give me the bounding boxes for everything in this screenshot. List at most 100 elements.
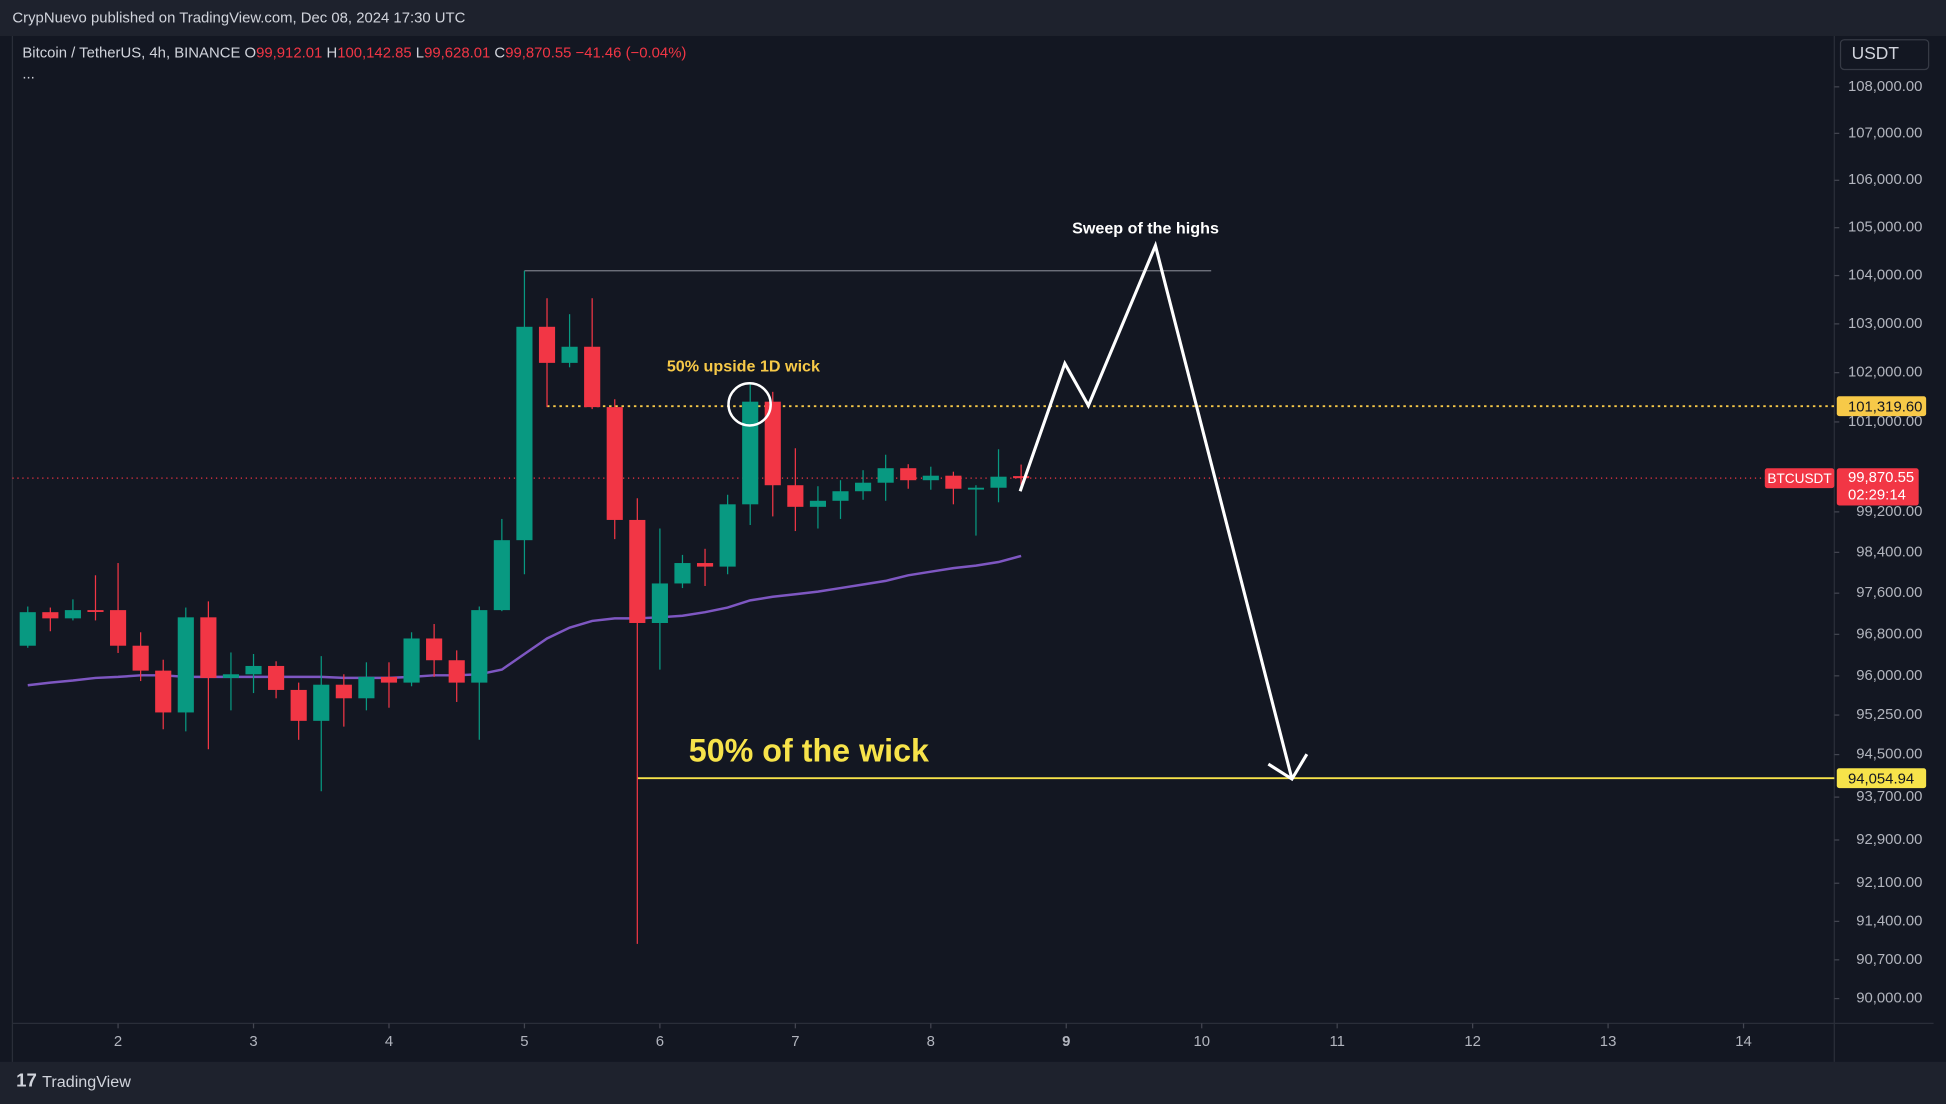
sweep-annotation: Sweep of the highs (1072, 220, 1219, 238)
candle-body (764, 401, 781, 486)
y-tick-label: 103,000.00 (1848, 316, 1922, 332)
x-tick-label: 3 (249, 1034, 257, 1050)
y-tick-label: 90,000.00 (1856, 991, 1922, 1007)
projection-path (1018, 240, 1294, 780)
candle-body (538, 326, 556, 363)
y-tick-label: 91,400.00 (1856, 913, 1922, 929)
currency-label: USDT (1852, 43, 1900, 63)
x-tick-label: 10 (1193, 1034, 1210, 1050)
price-tag (1836, 396, 1927, 417)
y-tick-label: 105,000.00 (1848, 220, 1922, 236)
candle-body (109, 610, 127, 646)
countdown: 02:29:14 (1848, 487, 1906, 503)
x-tick-label: 14 (1735, 1034, 1752, 1050)
l-key: L (416, 45, 424, 61)
close-value: 99,870.55 (505, 45, 571, 61)
candle-body (629, 519, 646, 623)
candle-body (426, 638, 443, 661)
upside-annotation: 50% upside 1D wick (667, 357, 820, 375)
x-tick-label: 13 (1600, 1034, 1617, 1050)
high-value: 100,142.85 (337, 45, 411, 61)
candle-body (900, 468, 917, 481)
price-tag-label: 94,054.94 (1848, 771, 1914, 787)
candle-body (990, 476, 1007, 488)
open-value: 99,912.01 (256, 45, 322, 61)
top-bar (0, 0, 1946, 36)
y-tick-label: 108,000.00 (1848, 79, 1922, 95)
y-tick-label: 92,900.00 (1856, 832, 1922, 848)
y-tick-label: 99,200.00 (1856, 504, 1922, 520)
y-tick-label: 104,000.00 (1848, 268, 1922, 284)
x-tick-label: 6 (656, 1034, 664, 1050)
x-tick-label: 4 (385, 1034, 393, 1050)
low-value: 99,628.01 (424, 45, 490, 61)
o-key: O (245, 45, 257, 61)
candle-body (403, 638, 420, 683)
axes: 108,000.00 107,000.00 106,000.00 105,000.00… (114, 79, 1927, 1050)
logo-mark: 17 (16, 1070, 37, 1091)
candle-body (19, 612, 36, 646)
wick-circle (727, 382, 772, 427)
candle-body (222, 674, 240, 678)
candle-body (742, 401, 759, 505)
wick-annotation: 50% of the wick (689, 732, 929, 768)
candle-body (87, 610, 104, 612)
candle-body (268, 665, 285, 690)
more-button[interactable]: ... (22, 66, 34, 82)
x-tick-label: 5 (520, 1034, 528, 1050)
candle-body (832, 491, 849, 501)
candle-body (674, 563, 691, 584)
candle-body (358, 676, 375, 699)
candle-body (471, 610, 488, 683)
y-tick-label: 96,000.00 (1856, 668, 1922, 684)
candle-body (42, 612, 59, 619)
publisher: CrypNuevo published on TradingView.com, … (12, 11, 465, 27)
symbol: Bitcoin / TetherUS, 4h, BINANCE (22, 45, 240, 61)
candle-body (561, 346, 578, 363)
plot (12, 270, 1835, 944)
y-tick-label: 107,000.00 (1848, 125, 1922, 141)
y-tick-label: 95,250.00 (1856, 707, 1922, 723)
last-price-tag (1836, 468, 1919, 506)
brand: TradingView (42, 1073, 131, 1091)
y-tick-label: 96,800.00 (1856, 626, 1922, 642)
x-tick-label: 2 (114, 1034, 122, 1050)
h-key: H (326, 45, 337, 61)
candle-body (584, 346, 601, 408)
bottom-bar (0, 1061, 1946, 1104)
candle-body (448, 660, 465, 683)
candle-body (177, 617, 194, 713)
y-tick-label: 97,600.00 (1856, 585, 1922, 601)
symbol-tag-label: BTCUSDT (1767, 471, 1832, 486)
y-tick-label: 101,000.00 (1848, 414, 1922, 430)
currency-button[interactable] (1839, 39, 1930, 71)
candle-body (967, 487, 985, 490)
symbol-tag (1764, 468, 1835, 489)
candle-body (493, 540, 510, 611)
x-tick-label: 8 (927, 1034, 935, 1050)
x-tick-label: 12 (1464, 1034, 1481, 1050)
candle-body (516, 326, 533, 541)
x-tick-label: 9 (1062, 1034, 1070, 1050)
change: −41.46 (−0.04%) (576, 45, 687, 61)
x-tick-label: 11 (1329, 1034, 1344, 1050)
candle-body (245, 665, 262, 675)
candle-body (809, 500, 826, 507)
candle-body (945, 475, 962, 489)
y-tick-label: 98,400.00 (1856, 544, 1922, 560)
candle-body (606, 407, 623, 520)
candle-body (290, 689, 307, 721)
last-price-label: 99,870.55 (1848, 470, 1914, 486)
candle-body (696, 563, 714, 567)
candle-body (200, 617, 217, 678)
candle-body (1013, 476, 1030, 479)
y-tick-label: 102,000.00 (1848, 365, 1922, 381)
candle-body (719, 504, 736, 567)
legend: Bitcoin / TetherUS, 4h, BINANCE O99,912.… (22, 45, 686, 61)
y-tick-label: 94,500.00 (1856, 747, 1922, 763)
price-tag-label: 101,319.60 (1848, 399, 1922, 415)
y-tick-label: 92,100.00 (1856, 875, 1922, 891)
y-tick-label: 90,700.00 (1856, 952, 1922, 968)
